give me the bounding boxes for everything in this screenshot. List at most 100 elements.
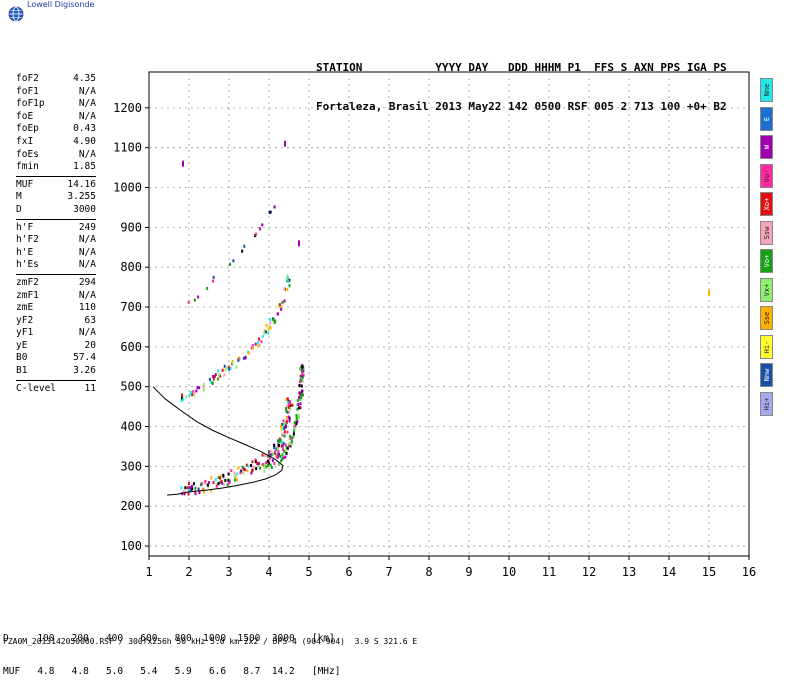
param-row: C-level 11 — [16, 383, 96, 396]
echo-point — [273, 321, 276, 325]
param-name: foF2 — [16, 73, 39, 84]
legend-swatch: Hi+ — [760, 391, 773, 416]
echo-point — [241, 465, 244, 469]
echo-point — [216, 369, 219, 373]
echo-point — [193, 393, 196, 397]
param-value: N/A — [78, 289, 96, 301]
legend-swatch: Vo+ — [760, 249, 773, 273]
scaled-parameters-panel: foF2 4.35 foF1 N/A foF1p N/A foE N/A foEp 0.43 fxI… — [16, 73, 96, 395]
x-tick-label: 4 — [265, 565, 272, 579]
param-row: fxI 4.90 — [16, 136, 96, 149]
echo-point — [222, 482, 225, 486]
echo-point — [286, 276, 289, 280]
x-tick-label: 8 — [425, 565, 432, 579]
echo-point — [708, 290, 710, 297]
param-row: h'F 249 — [16, 222, 96, 235]
param-value: 20 — [84, 339, 96, 351]
echo-point — [258, 227, 261, 231]
echo-point — [298, 416, 301, 420]
echo-point — [184, 486, 187, 490]
echo-point — [300, 392, 303, 396]
echo-point — [275, 454, 278, 458]
param-name: yE — [16, 339, 28, 351]
echo-point — [203, 382, 206, 386]
echo-point — [261, 463, 264, 467]
param-name: h'E — [16, 246, 34, 258]
echo-point — [257, 337, 260, 341]
echo-point — [297, 413, 300, 417]
echo-point — [231, 359, 234, 363]
echo-point — [251, 460, 254, 464]
param-name: foF1p — [16, 98, 45, 110]
echo-point — [242, 467, 245, 471]
echo-point — [204, 482, 207, 486]
param-row: foEs N/A — [16, 149, 96, 162]
param-name: D — [16, 203, 22, 215]
echo-point — [270, 465, 273, 469]
echo-point — [298, 380, 301, 384]
echo-point — [220, 480, 223, 484]
echo-point — [285, 415, 288, 419]
legend-swatch: Nnw — [760, 363, 773, 387]
echo-point — [285, 397, 288, 401]
echo-point — [250, 471, 253, 475]
param-name: yF2 — [16, 314, 34, 326]
echo-point — [193, 298, 196, 302]
legend-label: Vx+ — [762, 283, 771, 296]
echo-point — [204, 479, 207, 483]
echo-point — [301, 365, 304, 369]
echo-point — [286, 446, 289, 450]
legend-label: Nne — [762, 83, 771, 97]
echo-point — [254, 458, 257, 462]
echo-point — [278, 461, 281, 465]
echo-point — [282, 448, 285, 452]
echo-point — [187, 488, 190, 492]
echo-point — [274, 450, 277, 454]
brand-name: Lowell Digisonde — [27, 0, 95, 9]
echo-point — [247, 464, 250, 468]
echo-point — [268, 210, 271, 214]
echo-point — [202, 385, 205, 389]
echo-point — [300, 365, 303, 369]
echo-point — [240, 469, 243, 473]
param-row: yF2 63 — [16, 315, 96, 328]
echo-point — [197, 295, 200, 299]
echo-point — [275, 447, 278, 451]
legend-label: E — [762, 116, 771, 121]
param-value: 3.255 — [67, 191, 96, 203]
param-value: N/A — [78, 259, 96, 271]
echo-point — [246, 469, 249, 473]
echo-point — [301, 379, 304, 383]
echo-point — [291, 403, 294, 407]
echo-point — [264, 454, 267, 458]
echo-point — [250, 346, 253, 350]
param-row: MUF 14.16 — [16, 179, 96, 192]
param-value: N/A — [78, 110, 96, 122]
echo-point — [207, 481, 210, 485]
echo-point — [300, 396, 303, 400]
ionogram-plot: 1 2 3 4 5 6 7 8 9 10 11 12 13 14 15 1610020030040050060… — [113, 71, 756, 579]
echo-point — [288, 437, 291, 441]
echo-point — [219, 474, 222, 478]
echo-point — [269, 326, 272, 330]
echo-point — [268, 452, 271, 456]
echo-point — [254, 460, 257, 464]
echo-point — [227, 365, 230, 369]
legend-label: Hi+ — [762, 397, 771, 410]
echo-point — [181, 396, 184, 400]
echo-point — [286, 410, 289, 414]
echo-point — [183, 492, 186, 496]
param-name: zmF1 — [16, 289, 39, 301]
echo-point — [202, 490, 205, 494]
echo-point — [189, 391, 192, 395]
echo-point — [299, 384, 302, 388]
echo-point — [212, 481, 215, 485]
param-row: foF1 N/A — [16, 86, 96, 99]
param-row: foEp 0.43 — [16, 123, 96, 136]
echo-point — [216, 377, 219, 381]
echo-point — [192, 482, 195, 486]
echo-point — [288, 409, 291, 413]
echo-point — [231, 361, 234, 365]
echo-point — [289, 436, 292, 440]
echo-point — [225, 366, 228, 370]
